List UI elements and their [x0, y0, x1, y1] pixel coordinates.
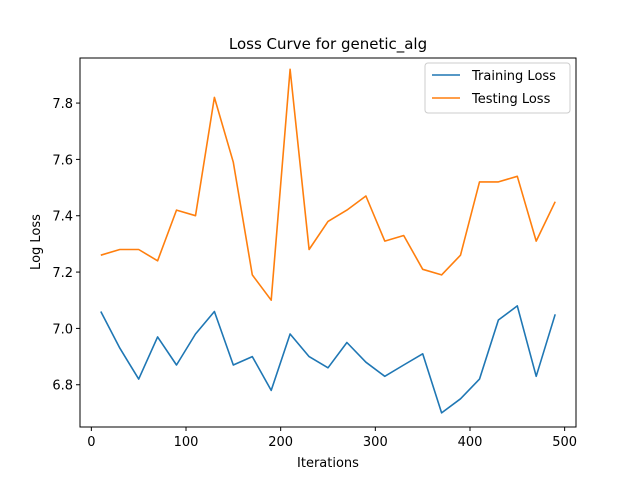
data-point-testing-loss	[232, 161, 234, 163]
y-tick-label: 7.0	[52, 322, 73, 337]
legend-label-testing-loss: Testing Loss	[471, 92, 551, 107]
data-point-training-loss	[213, 310, 215, 312]
data-point-training-loss	[497, 319, 499, 321]
x-axis: 0 100 200 300 400 500	[87, 427, 577, 450]
plot-frame	[79, 57, 577, 428]
legend-box	[424, 62, 571, 114]
data-point-testing-loss	[478, 181, 480, 183]
data-point-training-loss	[346, 341, 348, 343]
data-point-training-loss	[100, 310, 102, 312]
data-point-training-loss	[194, 333, 196, 335]
y-tick-label: 7.4	[52, 210, 73, 225]
y-tick-label: 7.6	[52, 153, 73, 168]
data-point-testing-loss	[459, 254, 461, 256]
data-point-training-loss	[516, 305, 518, 307]
series-line-training-loss	[100, 305, 556, 414]
data-point-testing-loss	[440, 274, 442, 276]
data-point-testing-loss	[100, 254, 102, 256]
data-point-testing-loss	[251, 274, 253, 276]
data-point-testing-loss	[346, 209, 348, 211]
data-point-testing-loss	[535, 240, 537, 242]
x-tick-label: 300	[363, 435, 388, 450]
data-point-training-loss	[384, 375, 386, 377]
x-axis-title: Iterations	[297, 456, 359, 471]
data-point-testing-loss	[403, 234, 405, 236]
x-tick-label: 0	[87, 435, 95, 450]
data-point-training-loss	[175, 364, 177, 366]
data-point-testing-loss	[308, 248, 310, 250]
data-point-training-loss	[119, 347, 121, 349]
data-point-testing-loss	[119, 248, 121, 250]
y-tick-label: 7.2	[52, 266, 73, 281]
data-point-testing-loss	[327, 220, 329, 222]
data-point-training-loss	[327, 367, 329, 369]
y-axis-title: Log Loss	[29, 214, 44, 270]
y-axis: 6.8 7.0 7.2 7.4 7.6 7.8	[52, 97, 80, 394]
legend-label-training-loss: Training Loss	[471, 69, 556, 84]
chart-title: Loss Curve for genetic_alg	[229, 35, 427, 54]
plot-area	[79, 57, 577, 428]
data-point-training-loss	[138, 378, 140, 380]
x-tick-label: 200	[268, 435, 293, 450]
series-layer	[100, 68, 556, 414]
data-point-training-loss	[440, 412, 442, 414]
data-point-testing-loss	[175, 209, 177, 211]
data-point-training-loss	[289, 333, 291, 335]
data-point-training-loss	[251, 355, 253, 357]
data-point-testing-loss	[422, 268, 424, 270]
y-tick-label: 7.8	[52, 97, 73, 112]
data-point-training-loss	[554, 313, 556, 315]
x-tick-label: 400	[458, 435, 483, 450]
y-tick-label: 6.8	[52, 379, 73, 394]
data-point-training-loss	[422, 353, 424, 355]
data-point-testing-loss	[156, 260, 158, 262]
data-point-training-loss	[365, 361, 367, 363]
series-line-testing-loss	[100, 68, 556, 302]
data-point-testing-loss	[213, 96, 215, 98]
data-point-training-loss	[478, 378, 480, 380]
data-point-testing-loss	[289, 68, 291, 70]
data-point-training-loss	[308, 355, 310, 357]
data-point-training-loss	[459, 398, 461, 400]
data-point-training-loss	[232, 364, 234, 366]
data-point-training-loss	[535, 375, 537, 377]
data-point-training-loss	[270, 389, 272, 391]
data-point-testing-loss	[138, 248, 140, 250]
data-point-testing-loss	[516, 175, 518, 177]
data-point-testing-loss	[194, 215, 196, 217]
data-point-testing-loss	[365, 195, 367, 197]
data-point-testing-loss	[497, 181, 499, 183]
legend: Training Loss Testing Loss	[424, 62, 571, 114]
data-point-training-loss	[403, 364, 405, 366]
x-tick-label: 500	[552, 435, 577, 450]
x-tick-label: 100	[174, 435, 199, 450]
data-point-testing-loss	[554, 201, 556, 203]
data-point-training-loss	[156, 336, 158, 338]
data-point-testing-loss	[270, 299, 272, 301]
data-point-testing-loss	[384, 240, 386, 242]
